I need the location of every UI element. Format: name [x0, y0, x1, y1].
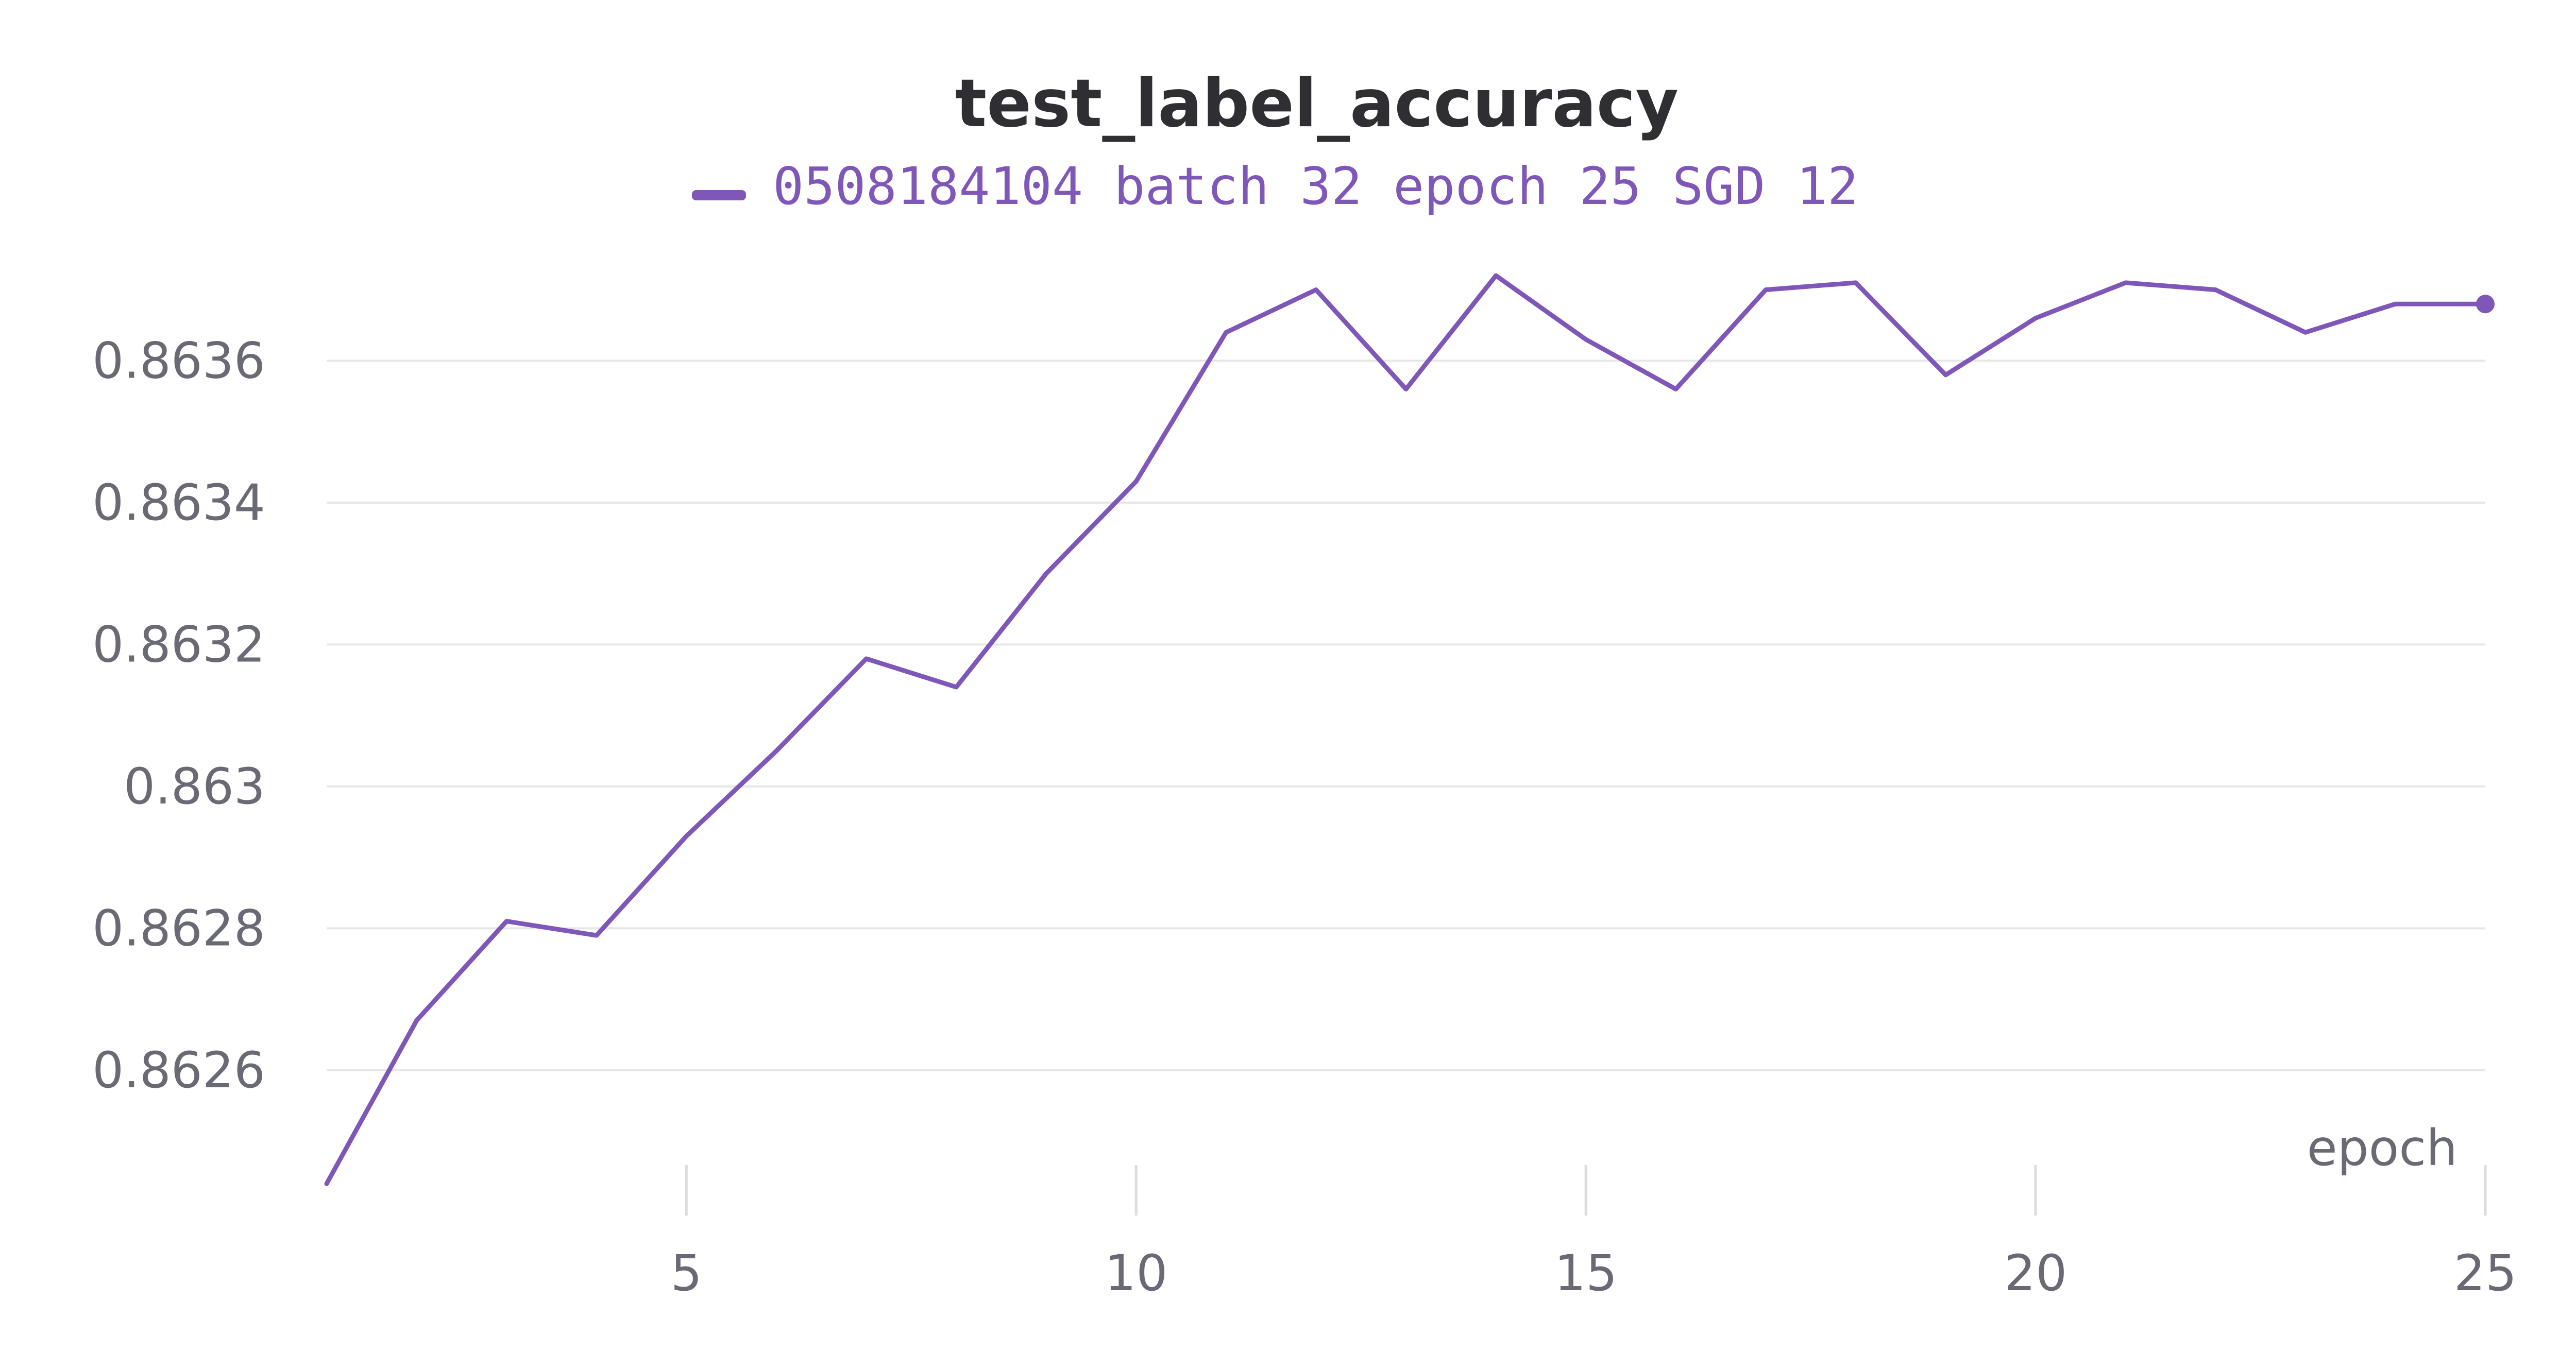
series-layer	[324, 273, 2495, 1186]
y-tick-label: 0.8636	[92, 332, 265, 389]
x-axis-ticks	[685, 1165, 2487, 1216]
series-line	[324, 273, 2488, 1186]
series-end-marker	[2476, 295, 2495, 314]
chart-title: test_label_accuracy	[955, 65, 1679, 142]
x-tick-label: 10	[1105, 1244, 1167, 1302]
grid	[327, 360, 2485, 1071]
legend-label: 0508184104 batch 32 epoch 25 SGD 12	[773, 156, 1858, 216]
y-tick-label: 0.863	[124, 758, 265, 815]
legend: 0508184104 batch 32 epoch 25 SGD 12	[692, 156, 1858, 216]
x-axis-label: epoch	[2307, 1119, 2458, 1177]
x-tick-label: 15	[1554, 1244, 1617, 1302]
y-tick-label: 0.8634	[92, 474, 265, 532]
x-axis-tick-labels: 5 10 15 20 25	[671, 1244, 2517, 1302]
y-axis-tick-labels: 0.8626 0.8628 0.863 0.8632 0.8634 0.8636	[92, 332, 265, 1099]
y-tick-label: 0.8632	[92, 615, 265, 673]
x-tick-label: 25	[2454, 1244, 2517, 1302]
y-tick-label: 0.8626	[92, 1041, 265, 1099]
x-tick-label: 20	[2004, 1244, 2067, 1302]
legend-swatch	[692, 190, 746, 200]
y-tick-label: 0.8628	[92, 899, 265, 957]
x-tick-label: 5	[671, 1244, 702, 1302]
